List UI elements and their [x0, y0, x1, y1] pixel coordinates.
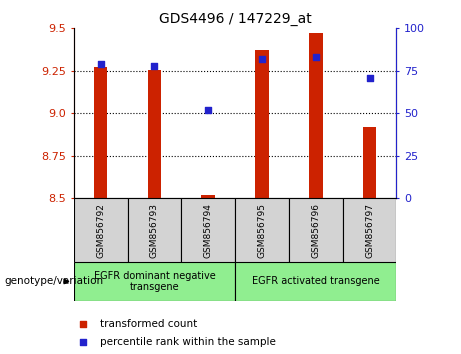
Bar [255, 50, 269, 198]
Point [80, 339, 87, 344]
Point [366, 75, 373, 80]
Bar [128, 198, 181, 262]
Text: transformed count: transformed count [100, 319, 197, 329]
Point [205, 107, 212, 113]
Bar [289, 198, 343, 262]
Bar [74, 198, 128, 262]
Bar [343, 198, 396, 262]
Bar [235, 262, 396, 301]
Point [258, 56, 266, 62]
Text: GSM856792: GSM856792 [96, 202, 105, 258]
Point [151, 63, 158, 69]
Text: GSM856796: GSM856796 [311, 202, 320, 258]
Bar [363, 127, 376, 198]
Bar [148, 70, 161, 198]
Point [312, 55, 319, 60]
Text: percentile rank within the sample: percentile rank within the sample [100, 337, 276, 347]
Point [80, 321, 87, 327]
Text: GSM856793: GSM856793 [150, 202, 159, 258]
Text: EGFR activated transgene: EGFR activated transgene [252, 276, 380, 286]
Text: EGFR dominant negative
transgene: EGFR dominant negative transgene [94, 270, 215, 292]
Bar [201, 195, 215, 198]
Point [97, 61, 104, 67]
Bar [74, 262, 235, 301]
Text: genotype/variation: genotype/variation [5, 276, 104, 286]
Title: GDS4496 / 147229_at: GDS4496 / 147229_at [159, 12, 312, 26]
Bar [94, 67, 107, 198]
Text: GSM856797: GSM856797 [365, 202, 374, 258]
Bar [309, 33, 323, 198]
Bar [181, 198, 235, 262]
Text: GSM856795: GSM856795 [258, 202, 266, 258]
Text: GSM856794: GSM856794 [204, 202, 213, 258]
Bar [235, 198, 289, 262]
